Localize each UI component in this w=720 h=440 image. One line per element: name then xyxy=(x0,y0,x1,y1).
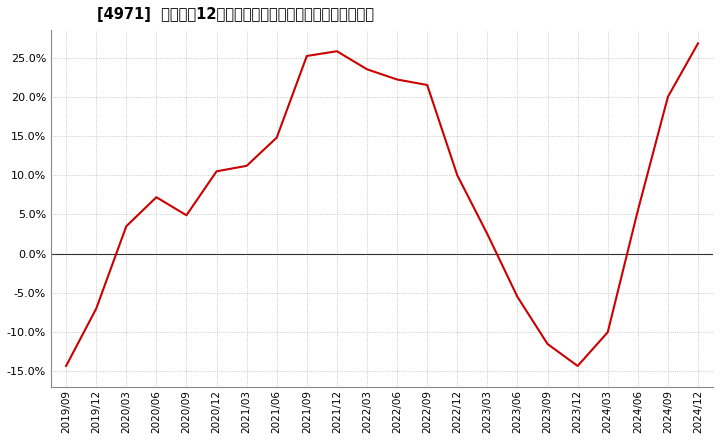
Text: [4971]  売上高の12か月移動合計の対前年同期増減率の推移: [4971] 売上高の12か月移動合計の対前年同期増減率の推移 xyxy=(97,7,374,22)
